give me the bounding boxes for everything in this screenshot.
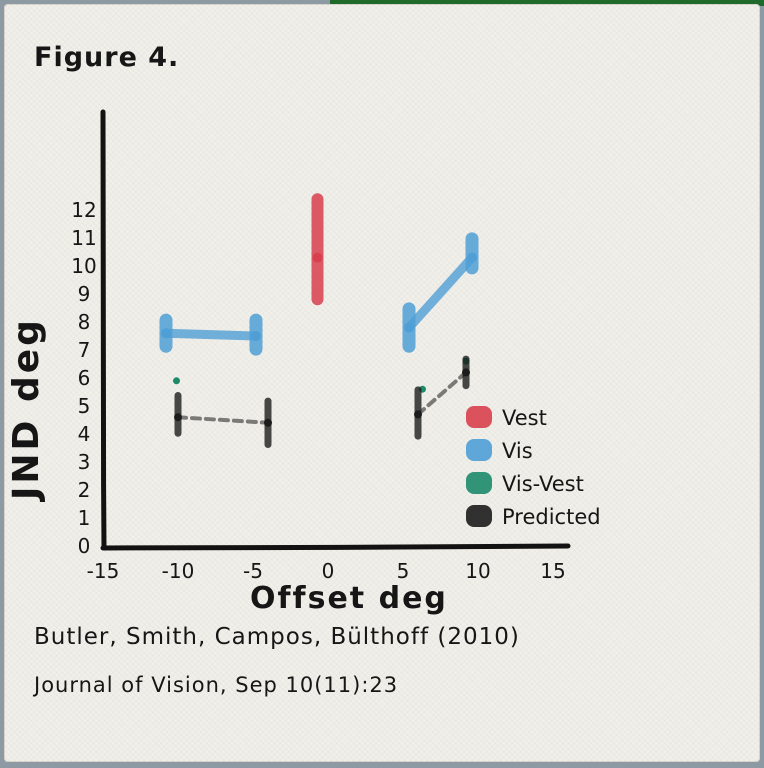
vis-point <box>161 328 171 339</box>
legend-label-predicted: Predicted <box>502 505 601 529</box>
y-tick-label: 7 <box>78 338 91 362</box>
x-tick-label: 0 <box>322 559 335 583</box>
x-axis-title: Offset deg <box>250 581 448 616</box>
figure-label: Figure 4. <box>34 42 179 73</box>
y-tick-label: 12 <box>71 198 96 222</box>
x-tick-label: -10 <box>162 559 195 583</box>
legend-swatch-vis-vest <box>466 472 492 494</box>
series-vest <box>311 193 324 306</box>
series-vis <box>159 232 479 356</box>
y-tick-label: 9 <box>78 282 91 306</box>
vis-point <box>467 252 477 263</box>
y-tick-label: 3 <box>78 450 91 474</box>
y-tick-label: 0 <box>78 534 91 558</box>
vis-connector <box>161 328 261 341</box>
predicted-point <box>264 418 272 427</box>
x-tick-label: -15 <box>87 559 120 583</box>
series-predicted <box>174 355 470 448</box>
canvas-board <box>4 4 760 762</box>
legend-swatch-predicted <box>466 505 492 527</box>
y-tick-label: 6 <box>78 366 91 390</box>
predicted-connector <box>416 370 468 417</box>
vest-point <box>312 252 323 263</box>
x-tick-label: 15 <box>540 559 565 583</box>
background-green-strip <box>330 0 764 6</box>
legend-label-vis-vest: Vis-Vest <box>502 472 584 496</box>
y-tick-label: 4 <box>78 422 91 446</box>
legend-label-vis: Vis <box>502 439 533 463</box>
predicted-connector <box>176 415 270 425</box>
series-vis-vest <box>173 357 470 393</box>
vis-vest-point <box>173 377 180 385</box>
x-tick-labels: -15 -10 -5 0 5 10 15 <box>87 559 566 583</box>
predicted-point <box>414 410 422 419</box>
citation-journal: Journal of Vision, Sep 10(11):23 <box>32 673 398 697</box>
predicted-point <box>174 413 182 422</box>
y-tick-label: 8 <box>78 310 91 334</box>
predicted-point <box>462 368 470 377</box>
canvas-texture <box>4 4 760 762</box>
x-tick-label: 5 <box>397 559 410 583</box>
chart-legend: Vest Vis Vis-Vest Predicted <box>466 406 601 529</box>
vest-error-bar <box>311 193 324 306</box>
vis-connector <box>404 253 477 333</box>
y-tick-label: 1 <box>78 506 91 530</box>
legend-swatch-vest <box>466 406 492 428</box>
x-axis-line <box>100 543 571 551</box>
citation-authors: Butler, Smith, Campos, Bülthoff (2010) <box>34 624 520 650</box>
legend-label-vest: Vest <box>502 406 547 430</box>
x-tick-label: 10 <box>465 559 490 583</box>
y-axis-line <box>100 109 107 551</box>
vis-point <box>404 322 414 333</box>
y-tick-label: 5 <box>78 394 91 418</box>
y-tick-label: 10 <box>71 254 96 278</box>
vis-point <box>251 331 261 341</box>
legend-swatch-vis <box>466 439 492 461</box>
y-tick-label: 11 <box>71 226 96 250</box>
x-tick-label: -5 <box>243 559 263 583</box>
y-tick-label: 2 <box>78 478 91 502</box>
chart-marks <box>159 193 479 448</box>
y-axis-title: JND deg <box>6 317 47 503</box>
chart-axes <box>100 109 571 551</box>
